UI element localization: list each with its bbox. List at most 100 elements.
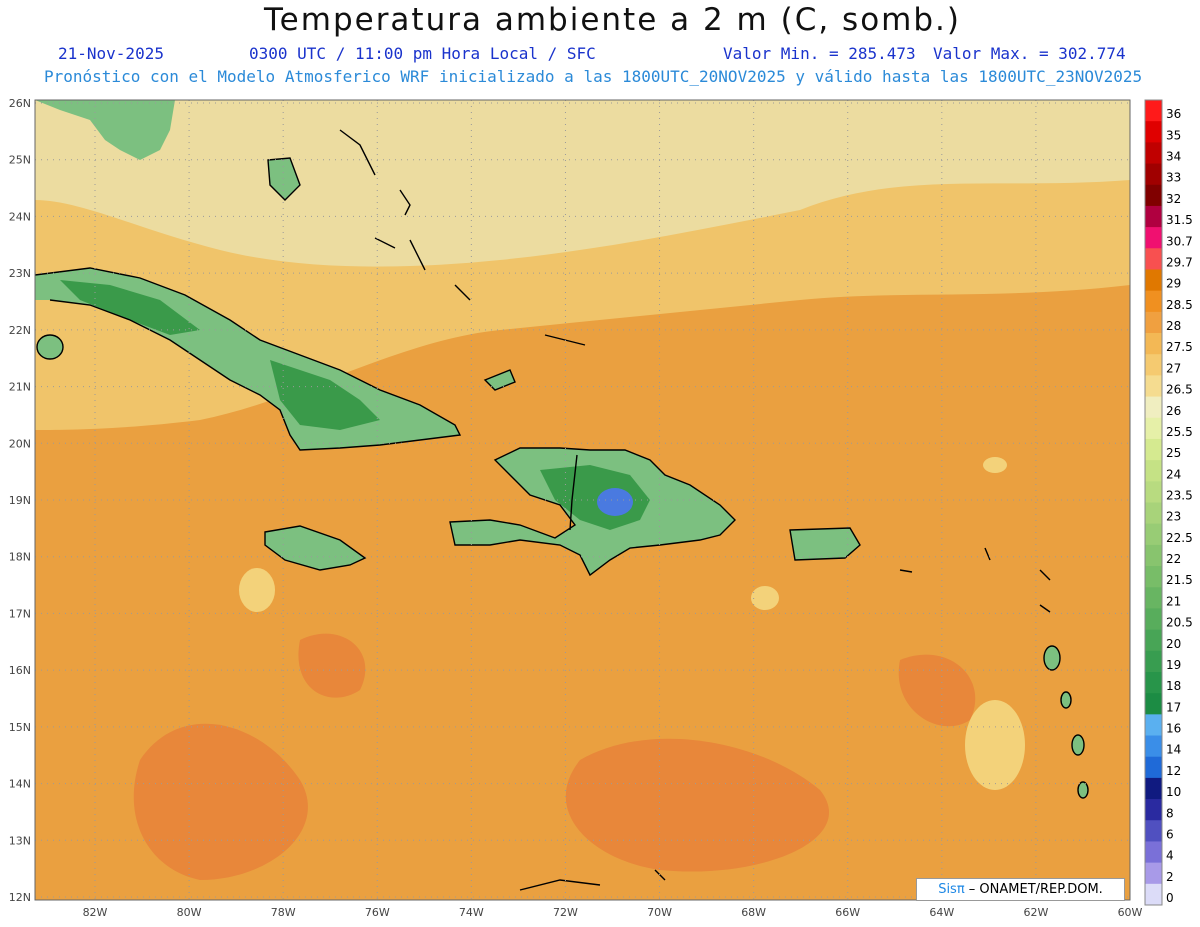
colorbar-label: 23 <box>1166 510 1181 524</box>
longitude-labels: 82W 80W 78W 76W 74W 72W 70W 68W 66W 64W 62W 60W <box>83 906 1143 919</box>
latitude-label: 16N <box>9 664 31 677</box>
colorbar-label: 34 <box>1166 150 1181 164</box>
min-value: Valor Min. = 285.473 <box>723 44 916 63</box>
colorbar-swatch <box>1145 650 1162 673</box>
colorbar-label: 8 <box>1166 806 1174 820</box>
colorbar-swatch <box>1145 375 1162 398</box>
colorbar-swatch <box>1145 142 1162 165</box>
latitude-label: 15N <box>9 721 31 734</box>
colorbar-swatch <box>1145 587 1162 609</box>
isla-juventud-land <box>37 335 63 359</box>
colorbar-label: 35 <box>1166 128 1181 142</box>
colorbar-label: 23.5 <box>1166 489 1193 503</box>
colorbar-label: 28.5 <box>1166 298 1193 312</box>
longitude-label: 74W <box>459 906 484 919</box>
colorbar-label: 19 <box>1166 658 1181 672</box>
guadeloupe-island <box>1044 646 1060 670</box>
longitude-label: 68W <box>741 906 766 919</box>
longitude-label: 60W <box>1118 906 1143 919</box>
credit-box: Sisπ – ONAMET/REP.DOM. <box>916 878 1125 901</box>
colorbar-label: 21 <box>1166 594 1181 608</box>
colorbar-swatch <box>1145 163 1162 186</box>
colorbar-label: 18 <box>1166 679 1181 693</box>
colorbar-label: 36 <box>1166 107 1181 121</box>
colorbar-swatch <box>1145 629 1162 652</box>
colorbar-label: 6 <box>1166 827 1174 841</box>
latitude-label: 25N <box>9 154 31 167</box>
colorbar-swatch <box>1145 799 1162 821</box>
latitude-label: 17N <box>9 607 31 620</box>
longitude-label: 76W <box>365 906 390 919</box>
colorbar-label: 32 <box>1166 192 1181 206</box>
colorbar-label: 2 <box>1166 870 1174 884</box>
dominica-island <box>1061 692 1071 708</box>
longitude-label: 70W <box>647 906 672 919</box>
latitude-label: 20N <box>9 437 31 450</box>
colorbar-swatch <box>1145 735 1162 758</box>
colorbar-swatch <box>1145 354 1162 376</box>
cuba-highlands <box>60 280 200 335</box>
colorbar-label: 22 <box>1166 552 1181 566</box>
colorbar-swatch <box>1145 438 1162 461</box>
colorbar-label: 31.5 <box>1166 213 1193 227</box>
colorbar-label: 0 <box>1166 891 1174 905</box>
colorbar-swatch <box>1145 566 1162 588</box>
latitude-label: 18N <box>9 551 31 564</box>
colorbar-swatch <box>1145 481 1162 503</box>
longitude-label: 64W <box>929 906 954 919</box>
colorbar-swatch <box>1145 396 1162 419</box>
longitude-label: 80W <box>177 906 202 919</box>
colorbar-swatch <box>1145 608 1162 631</box>
colorbar-label: 24 <box>1166 467 1181 481</box>
colorbar-swatch <box>1145 671 1162 694</box>
colorbar-label: 20.5 <box>1166 616 1193 630</box>
colorbar-swatch <box>1145 883 1162 906</box>
colorbar-swatch <box>1145 841 1162 864</box>
colorbar-label: 25.5 <box>1166 425 1193 439</box>
cool-spot <box>751 586 779 610</box>
colorbar-label: 12 <box>1166 764 1181 778</box>
cool-spot <box>239 568 275 612</box>
colorbar-swatch <box>1145 544 1162 567</box>
colorbar-swatch <box>1145 248 1162 270</box>
latitude-label: 14N <box>9 778 31 791</box>
latitude-label: 12N <box>9 891 31 904</box>
colorbar-label: 14 <box>1166 743 1181 757</box>
colorbar-label: 25 <box>1166 446 1181 460</box>
puerto-rico-land <box>790 528 860 560</box>
longitude-label: 72W <box>553 906 578 919</box>
colorbar-label: 33 <box>1166 171 1181 185</box>
colorbar-label: 29 <box>1166 277 1181 291</box>
colorbar-label: 21.5 <box>1166 573 1193 587</box>
warm-patch <box>898 654 976 727</box>
plot-frame <box>34 99 1131 901</box>
latitude-label: 23N <box>9 267 31 280</box>
colorbar-swatch <box>1145 460 1162 482</box>
latitude-labels: 26N 25N 24N 23N 22N 21N 20N 19N 18N 17N 16N 15N 14N 1… <box>9 97 31 904</box>
colorbar-swatch <box>1145 184 1162 207</box>
jamaica-land <box>265 526 365 570</box>
colorbar-swatch <box>1145 820 1162 842</box>
northern-cooler-band <box>35 100 1130 267</box>
longitude-label: 62W <box>1023 906 1048 919</box>
map-title: Temperatura ambiente a 2 m (C, somb.) <box>264 2 961 38</box>
longitude-label: 82W <box>83 906 108 919</box>
forecast-time: 0300 UTC / 11:00 pm Hora Local / SFC <box>249 44 596 63</box>
colorbar-swatch <box>1145 269 1162 292</box>
martinique-island <box>1072 735 1084 755</box>
credit-text: – ONAMET/REP.DOM. <box>964 882 1103 897</box>
andros-island <box>268 158 300 200</box>
longitude-label: 78W <box>271 906 296 919</box>
colorbar-label: 20 <box>1166 637 1181 651</box>
colorbar-label: 17 <box>1166 700 1181 714</box>
colorbar-label: 26.5 <box>1166 383 1193 397</box>
colorbar-swatch <box>1145 523 1162 546</box>
colorbar-label: 26 <box>1166 404 1181 418</box>
colorbar-frame <box>1144 99 1163 906</box>
colorbar-swatch <box>1145 777 1162 800</box>
latitude-label: 26N <box>9 97 31 110</box>
colorbar-swatch <box>1145 311 1162 334</box>
colorbar-label: 10 <box>1166 785 1181 799</box>
colorbar-swatch <box>1145 205 1162 228</box>
colorbar-swatch <box>1145 333 1162 355</box>
